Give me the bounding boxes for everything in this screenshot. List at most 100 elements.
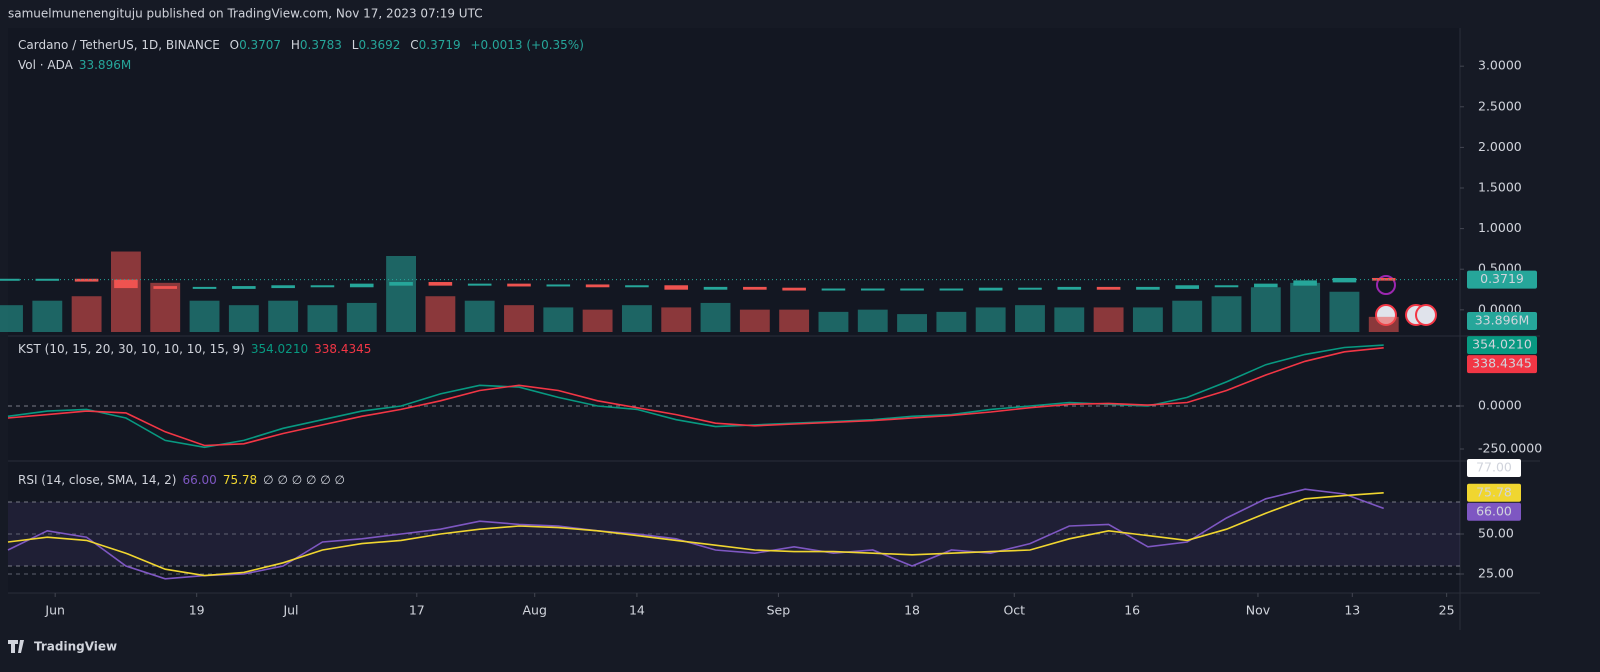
volume-header: Vol · ADA 33.896M bbox=[18, 58, 131, 72]
candle bbox=[1332, 277, 1357, 283]
candle bbox=[1136, 286, 1160, 290]
ohlc-letter: C bbox=[410, 38, 418, 52]
candle bbox=[1293, 280, 1317, 286]
y-tick-label: 3.0000 bbox=[1478, 58, 1522, 73]
candle bbox=[978, 287, 1003, 291]
volume-bar bbox=[0, 305, 23, 332]
top-badge: 77.00 bbox=[1476, 460, 1512, 475]
candle bbox=[389, 282, 413, 286]
volume-bar bbox=[110, 251, 141, 332]
candle bbox=[900, 288, 924, 291]
candle bbox=[585, 284, 610, 288]
y-tick-label: -250.0000 bbox=[1478, 440, 1542, 455]
x-tick-label: Jul bbox=[282, 603, 298, 618]
kst-header: KST (10, 15, 20, 30, 10, 10, 10, 15, 9) 3… bbox=[18, 342, 371, 356]
candle bbox=[743, 286, 767, 290]
volume-bar bbox=[150, 282, 181, 332]
volume-badge: 33.896M bbox=[1475, 313, 1530, 328]
x-tick-label: 14 bbox=[629, 603, 645, 618]
price-badge: 0.3719 bbox=[1480, 271, 1524, 286]
volume-bar bbox=[189, 300, 220, 332]
volume-bar bbox=[1172, 300, 1203, 332]
candle bbox=[0, 278, 20, 281]
candle bbox=[74, 278, 99, 282]
sma-badge-bg bbox=[1467, 483, 1521, 502]
series-line bbox=[7, 488, 1384, 580]
volume-bar bbox=[779, 309, 810, 332]
candle bbox=[1057, 286, 1082, 290]
candle bbox=[1175, 285, 1200, 289]
rsi-badge: 66.00 bbox=[1476, 503, 1512, 518]
x-tick-label: 16 bbox=[1124, 603, 1140, 618]
y-tick-label: 1.5000 bbox=[1478, 179, 1522, 194]
candle bbox=[35, 278, 60, 281]
candle bbox=[428, 282, 453, 286]
y-tick-label: 2.5000 bbox=[1478, 98, 1522, 113]
candle bbox=[782, 287, 806, 291]
volume-bar bbox=[1054, 307, 1085, 332]
y-tick-label: 50.00 bbox=[1478, 526, 1514, 541]
price-header: Cardano / TetherUS, 1D, BINANCE O0.3707 … bbox=[18, 38, 584, 52]
candle bbox=[1096, 286, 1121, 290]
volume-bar bbox=[1093, 307, 1124, 332]
candle bbox=[467, 283, 492, 286]
ohlc-value: 0.3692 bbox=[358, 38, 400, 52]
ohlc-value: 0.3783 bbox=[300, 38, 342, 52]
kst-badge-bg bbox=[1467, 355, 1537, 374]
candle bbox=[703, 286, 728, 290]
rsi-value: 66.00 bbox=[182, 473, 216, 487]
x-tick-label: 25 bbox=[1439, 603, 1455, 618]
candle bbox=[349, 283, 374, 288]
kst-value: 354.0210 bbox=[251, 342, 308, 356]
signal-value: 338.4345 bbox=[314, 342, 371, 356]
sma-value: 75.78 bbox=[223, 473, 257, 487]
x-tick-label: Sep bbox=[767, 603, 791, 618]
kst-badge: 338.4345 bbox=[1472, 356, 1532, 371]
volume-bar bbox=[32, 300, 63, 332]
volume-bar bbox=[739, 309, 770, 332]
change: +0.0013 (+0.35%) bbox=[470, 38, 583, 52]
volume-bar bbox=[268, 300, 299, 332]
candle bbox=[1254, 283, 1278, 288]
x-tick-label: 17 bbox=[409, 603, 425, 618]
x-tick-label: Jun bbox=[44, 603, 65, 618]
candle bbox=[271, 285, 295, 289]
candle bbox=[114, 279, 138, 289]
top-badge-bg bbox=[1467, 459, 1521, 477]
brand: TradingView bbox=[34, 640, 117, 654]
sma-badge: 75.78 bbox=[1476, 484, 1512, 499]
volume-bar bbox=[425, 296, 456, 332]
volume-bar bbox=[1250, 287, 1281, 332]
volume-bar bbox=[1132, 307, 1163, 332]
candle bbox=[821, 288, 846, 291]
rsi-badge-bg bbox=[1467, 502, 1521, 521]
series-line bbox=[7, 347, 1384, 447]
candle bbox=[1018, 287, 1042, 290]
x-tick-label: 18 bbox=[904, 603, 920, 618]
y-tick-label: 0.0000 bbox=[1478, 397, 1522, 412]
candle bbox=[1371, 277, 1396, 281]
volume-bar bbox=[1329, 291, 1360, 332]
volume-bar bbox=[700, 302, 731, 332]
event-icon bbox=[1415, 304, 1437, 326]
candle bbox=[310, 285, 335, 288]
volume-bar bbox=[936, 311, 967, 332]
ohlc-letter: O bbox=[230, 38, 239, 52]
rsi-extra: ∅ ∅ ∅ ∅ ∅ ∅ bbox=[263, 473, 345, 487]
x-tick-label: Nov bbox=[1246, 603, 1271, 618]
volume-bar bbox=[1290, 282, 1321, 332]
volume-bar bbox=[346, 302, 377, 332]
volume-bar bbox=[975, 307, 1006, 332]
candle bbox=[1214, 285, 1239, 288]
volume-bar bbox=[1211, 296, 1242, 332]
y-tick-label: 1.0000 bbox=[1478, 220, 1522, 235]
ohlc-letter: H bbox=[291, 38, 300, 52]
x-tick-label: Aug bbox=[523, 603, 547, 618]
volume-bar bbox=[543, 307, 574, 332]
candle bbox=[546, 284, 571, 287]
rsi-title: RSI (14, close, SMA, 14, 2) bbox=[18, 473, 176, 487]
price-badge-bg bbox=[1467, 270, 1537, 289]
volume-bar bbox=[464, 300, 495, 332]
